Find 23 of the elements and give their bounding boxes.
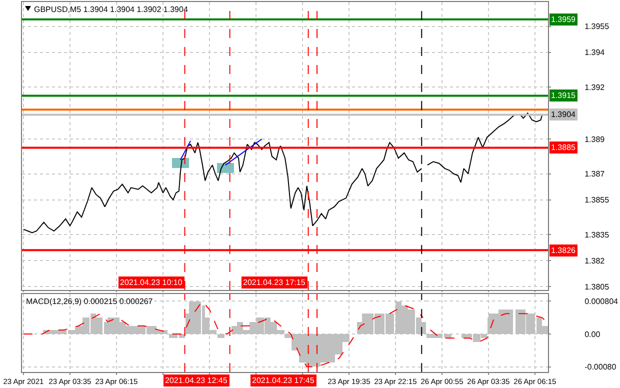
y-tick-label: 1.3805	[584, 282, 610, 292]
y-tick-label: 1.394	[584, 48, 606, 58]
ref-line-label: 1.3915	[550, 91, 576, 100]
y-tick-label: 0.000804	[584, 296, 618, 306]
y-tick-label: 1.389	[584, 134, 606, 144]
y-tick-label: 1.392	[584, 82, 606, 92]
y-tick-label: 1.387	[584, 170, 606, 179]
ref-line-label: 2021.04.23 17:15	[243, 278, 306, 287]
y-tick-label: 1.3855	[584, 196, 610, 205]
y-tick-label: 0.00	[584, 330, 601, 339]
ref-line-label: 2021.04.23 12:45	[165, 376, 228, 385]
ref-line-label: 2021.04.23 17:45	[252, 376, 315, 385]
y-tick-label: 1.3955	[584, 22, 610, 32]
ref-line-label: 1.3959	[550, 15, 576, 24]
chart-title: GBPUSD,M5 1.3904 1.3904 1.3902 1.3904	[34, 5, 188, 14]
ref-line-label: 1.3885	[550, 143, 576, 152]
y-tick-label: -0.00080	[584, 362, 617, 372]
ref-line-label: 1.3904	[550, 110, 576, 119]
y-tick-label: 1.382	[584, 256, 606, 266]
chart-title: MACD(12,26,9) 0.000215 0.000267	[26, 297, 154, 306]
ref-line-label: 2021.04.23 10:10	[120, 278, 183, 287]
y-tick-label: 1.3835	[584, 230, 610, 240]
ref-line-label: 1.3826	[550, 246, 576, 255]
